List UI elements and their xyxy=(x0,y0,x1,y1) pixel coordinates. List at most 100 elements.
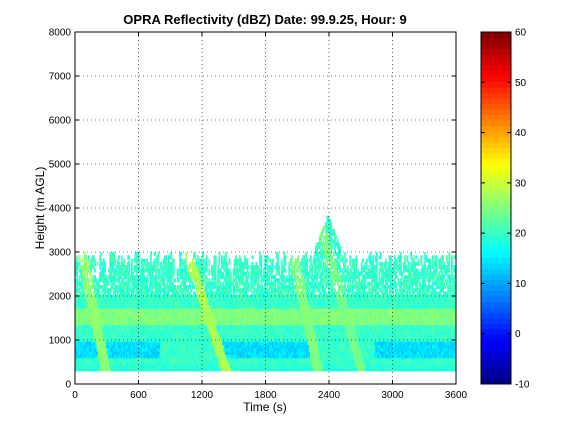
reflectivity-cell xyxy=(174,278,176,283)
reflectivity-cell xyxy=(193,354,195,359)
reflectivity-cell xyxy=(174,341,176,345)
reflectivity-cell xyxy=(142,331,145,336)
reflectivity-cell xyxy=(149,301,152,306)
reflectivity-cell xyxy=(226,281,228,286)
reflectivity-cell xyxy=(155,308,157,312)
reflectivity-cell xyxy=(133,294,136,299)
reflectivity-cell xyxy=(92,360,95,365)
reflectivity-cell xyxy=(186,344,189,349)
reflectivity-cell xyxy=(167,268,170,273)
reflectivity-cell xyxy=(121,360,124,365)
reflectivity-cell xyxy=(75,327,77,332)
reflectivity-cell xyxy=(208,285,211,289)
reflectivity-cell xyxy=(139,344,142,349)
reflectivity-cell xyxy=(155,354,157,359)
reflectivity-cell xyxy=(153,298,156,303)
reflectivity-cell xyxy=(141,327,143,332)
reflectivity-cell xyxy=(78,281,81,286)
reflectivity-cell xyxy=(152,347,155,352)
reflectivity-cell xyxy=(128,337,131,342)
reflectivity-cell xyxy=(155,318,157,322)
reflectivity-cell xyxy=(86,268,89,273)
reflectivity-cell xyxy=(149,360,152,365)
reflectivity-cell xyxy=(104,334,107,339)
reflectivity-cell xyxy=(75,341,77,345)
reflectivity-cell xyxy=(87,255,90,260)
reflectivity-cell xyxy=(242,334,245,339)
reflectivity-cell xyxy=(196,360,199,365)
reflectivity-cell xyxy=(80,344,82,349)
reflectivity-cell xyxy=(75,291,77,296)
reflectivity-cell xyxy=(135,331,138,336)
reflectivity-cell xyxy=(138,334,141,339)
reflectivity-cell xyxy=(96,354,99,359)
reflectivity-cell xyxy=(228,357,231,362)
reflectivity-cell xyxy=(179,304,182,309)
reflectivity-cell xyxy=(231,318,234,322)
reflectivity-cell xyxy=(86,285,89,289)
reflectivity-cell xyxy=(271,337,274,342)
reflectivity-cell xyxy=(95,347,98,352)
reflectivity-cell xyxy=(243,367,246,372)
reflectivity-cell xyxy=(252,288,255,293)
reflectivity-cell xyxy=(86,258,89,263)
reflectivity-cell xyxy=(224,327,227,332)
reflectivity-cell xyxy=(264,268,267,273)
reflectivity-cell xyxy=(94,331,96,336)
reflectivity-cell xyxy=(88,351,91,355)
reflectivity-cell xyxy=(203,318,206,322)
reflectivity-cell xyxy=(202,298,204,303)
reflectivity-cell xyxy=(260,357,263,362)
reflectivity-cell xyxy=(77,360,80,365)
reflectivity-cell xyxy=(80,337,82,342)
reflectivity-cell xyxy=(243,281,246,286)
reflectivity-cell xyxy=(224,360,227,365)
reflectivity-cell xyxy=(170,252,173,256)
reflectivity-cell xyxy=(245,285,248,289)
reflectivity-cell xyxy=(160,341,162,345)
reflectivity-cell xyxy=(215,314,218,319)
reflectivity-cell xyxy=(113,341,115,345)
reflectivity-cell xyxy=(137,268,140,273)
reflectivity-cell xyxy=(92,298,95,303)
reflectivity-cell xyxy=(109,318,112,322)
reflectivity-cell xyxy=(184,364,187,369)
reflectivity-cell xyxy=(254,298,256,303)
reflectivity-cell xyxy=(241,261,244,266)
reflectivity-cell xyxy=(115,331,118,336)
reflectivity-cell xyxy=(261,324,264,329)
reflectivity-cell xyxy=(105,341,108,345)
reflectivity-cell xyxy=(196,278,199,283)
reflectivity-cell xyxy=(91,278,94,283)
reflectivity-cell xyxy=(242,308,245,312)
reflectivity-cell xyxy=(250,327,253,332)
reflectivity-cell xyxy=(78,354,81,359)
reflectivity-cell xyxy=(104,341,107,345)
reflectivity-cell xyxy=(252,360,255,365)
reflectivity-cell xyxy=(149,334,152,339)
reflectivity-cell xyxy=(85,314,88,319)
reflectivity-cell xyxy=(252,351,255,355)
reflectivity-cell xyxy=(270,347,273,352)
reflectivity-cell xyxy=(119,331,122,336)
reflectivity-cell xyxy=(194,351,197,355)
reflectivity-cell xyxy=(213,255,216,260)
reflectivity-cell xyxy=(259,318,262,322)
reflectivity-cell xyxy=(104,308,107,312)
reflectivity-cell xyxy=(245,347,248,352)
reflectivity-cell xyxy=(146,341,148,345)
reflectivity-cell xyxy=(149,252,152,256)
reflectivity-cell xyxy=(270,285,273,289)
reflectivity-cell xyxy=(141,275,143,279)
reflectivity-cell xyxy=(214,278,217,283)
reflectivity-cell xyxy=(141,291,143,296)
reflectivity-cell xyxy=(269,258,272,263)
reflectivity-cell xyxy=(142,291,145,296)
reflectivity-cell xyxy=(86,344,89,349)
reflectivity-cell xyxy=(121,294,124,299)
reflectivity-cell xyxy=(166,311,169,316)
reflectivity-cell xyxy=(170,304,173,309)
reflectivity-cell xyxy=(186,341,189,345)
reflectivity-cell xyxy=(223,255,226,260)
reflectivity-cell xyxy=(132,327,135,332)
